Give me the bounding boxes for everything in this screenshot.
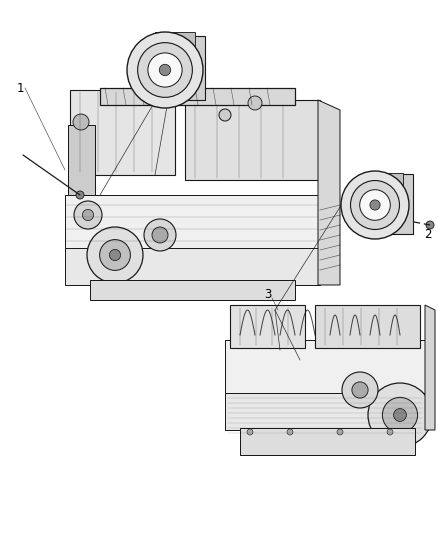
Polygon shape: [225, 340, 428, 393]
Polygon shape: [230, 305, 305, 348]
Circle shape: [82, 209, 94, 221]
Circle shape: [247, 429, 253, 435]
Circle shape: [370, 200, 380, 210]
Polygon shape: [65, 195, 320, 248]
Circle shape: [368, 383, 432, 447]
Bar: [155, 32, 195, 49]
Circle shape: [219, 109, 231, 121]
Circle shape: [138, 43, 192, 98]
Circle shape: [394, 409, 406, 422]
Circle shape: [76, 191, 84, 199]
Circle shape: [248, 96, 262, 110]
Polygon shape: [68, 125, 95, 195]
Circle shape: [159, 64, 171, 76]
Polygon shape: [70, 90, 175, 175]
Circle shape: [148, 53, 182, 87]
Circle shape: [87, 227, 143, 283]
Polygon shape: [425, 305, 435, 430]
Circle shape: [127, 32, 203, 108]
FancyBboxPatch shape: [363, 174, 413, 234]
Text: 1: 1: [16, 82, 24, 94]
Polygon shape: [318, 100, 340, 285]
Polygon shape: [240, 428, 415, 455]
Circle shape: [342, 372, 378, 408]
Circle shape: [382, 398, 417, 433]
Circle shape: [144, 219, 176, 251]
FancyBboxPatch shape: [150, 36, 205, 100]
Circle shape: [287, 429, 293, 435]
Circle shape: [341, 171, 409, 239]
Text: 3: 3: [264, 288, 272, 302]
Circle shape: [74, 201, 102, 229]
Circle shape: [73, 114, 89, 130]
Circle shape: [337, 429, 343, 435]
Circle shape: [426, 221, 434, 229]
Polygon shape: [315, 305, 420, 348]
Circle shape: [99, 240, 131, 270]
Circle shape: [152, 227, 168, 243]
Circle shape: [350, 181, 399, 230]
Polygon shape: [65, 245, 320, 285]
Circle shape: [110, 249, 120, 261]
Bar: [367, 173, 403, 187]
Polygon shape: [185, 100, 320, 180]
Polygon shape: [90, 280, 295, 300]
Text: 2: 2: [424, 229, 432, 241]
Polygon shape: [100, 88, 295, 105]
Polygon shape: [225, 390, 428, 430]
Circle shape: [360, 190, 390, 220]
Circle shape: [352, 382, 368, 398]
Circle shape: [387, 429, 393, 435]
